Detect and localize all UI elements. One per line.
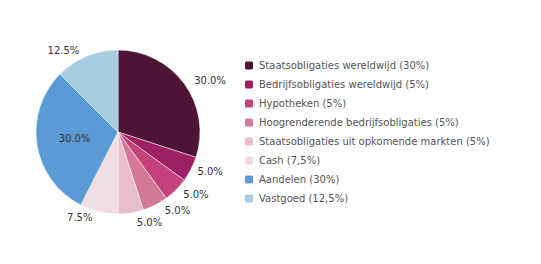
svg-text:Hypotheken (5%): Hypotheken (5%) xyxy=(259,98,346,109)
svg-text:Aandelen (30%): Aandelen (30%) xyxy=(259,174,339,185)
svg-text:Staatsobligaties wereldwijd (3: Staatsobligaties wereldwijd (30%) xyxy=(259,60,429,71)
svg-text:5.0%: 5.0% xyxy=(165,205,190,216)
svg-text:5.0%: 5.0% xyxy=(197,166,222,177)
svg-text:30.0%: 30.0% xyxy=(194,75,226,86)
svg-text:5.0%: 5.0% xyxy=(183,189,208,200)
svg-text:Staatsobligaties uit opkomende: Staatsobligaties uit opkomende markten (… xyxy=(259,136,490,147)
svg-text:12.5%: 12.5% xyxy=(48,45,80,56)
svg-text:Cash (7,5%): Cash (7,5%) xyxy=(259,155,320,166)
svg-text:5.0%: 5.0% xyxy=(137,217,162,228)
svg-text:30.0%: 30.0% xyxy=(59,133,91,144)
svg-text:Vastgoed (12,5%): Vastgoed (12,5%) xyxy=(259,193,348,204)
svg-text:7.5%: 7.5% xyxy=(67,212,92,223)
svg-text:Hoogrenderende bedrijfsobligat: Hoogrenderende bedrijfsobligaties (5%) xyxy=(259,117,459,128)
svg-text:Bedrijfsobligaties wereldwijd: Bedrijfsobligaties wereldwijd (5%) xyxy=(259,79,429,90)
